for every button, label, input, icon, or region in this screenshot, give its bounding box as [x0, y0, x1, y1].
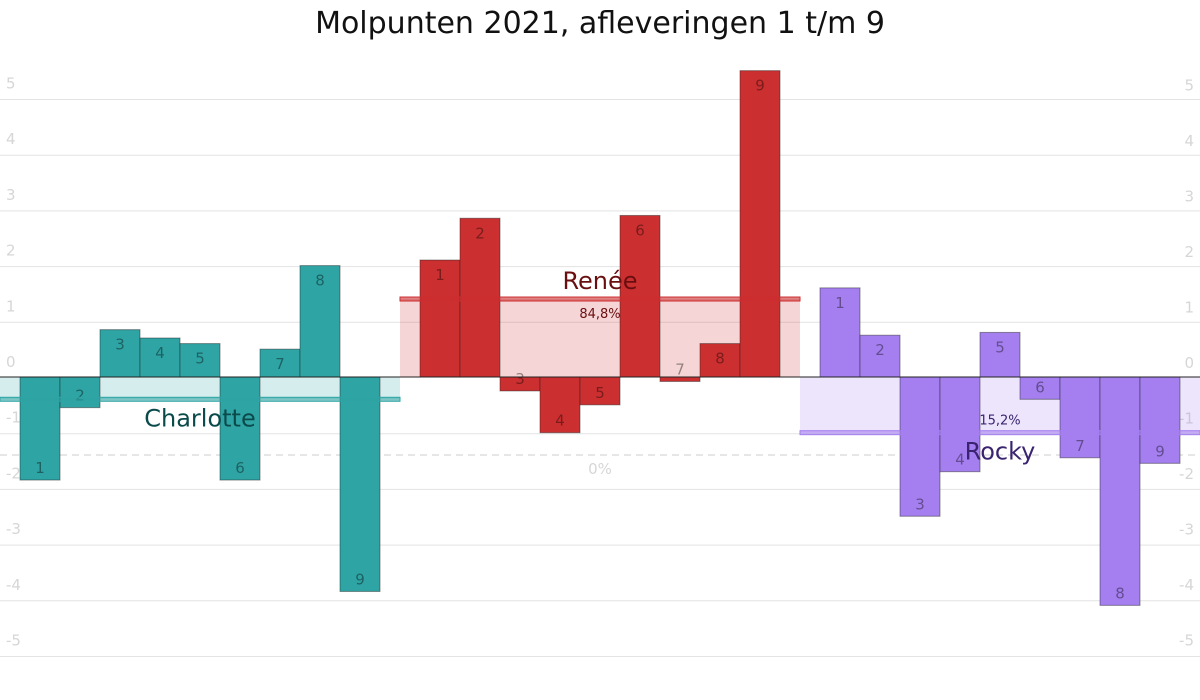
candidate-name: Renée: [562, 267, 637, 295]
right-tick-label: -1: [1179, 410, 1194, 428]
candidate-group-charlotte: 1 2 3 4 5 6 7 8 9 Charlotte: [0, 265, 401, 592]
bar-label: 8: [1115, 584, 1125, 602]
left-tick-label: 4: [6, 130, 16, 148]
right-axis: 5 4 3 2 1 0 -1 -2 -3 -4 -5: [1179, 77, 1194, 650]
candidate-group-rene: 1 2 3 4 5 6 7 8 9 Renée 84,8%: [399, 70, 801, 434]
candidate-group-rocky: 1 2 3 4 5 6 7 8 9 Rocky 15,2%: [799, 287, 1200, 606]
mean-line: [799, 430, 1200, 436]
bar: [579, 376, 621, 406]
baseline-percent-label: 0%: [588, 460, 612, 478]
bar-label: 1: [35, 459, 45, 477]
bar: [819, 287, 861, 378]
bar-label: 8: [715, 350, 725, 368]
bar-label: 4: [955, 451, 965, 469]
left-axis: 5 4 3 2 1 0 -1 -2 -3 -4 -5: [6, 75, 21, 650]
bar-label: 9: [1155, 442, 1165, 460]
candidate-groups: 1 2 3 4 5 6 7 8 9 Charlotte 1 2 3 4 5 6 7 8 9 Renée 84,8% 1 2 3…: [0, 70, 1200, 606]
left-tick-label: -5: [6, 632, 21, 650]
mean-line: [0, 396, 401, 402]
bar-label: 5: [195, 350, 205, 368]
bar: [99, 329, 141, 378]
candidate-name: Charlotte: [144, 404, 255, 432]
bar: [1139, 376, 1181, 464]
bar-label: 2: [75, 387, 85, 405]
bar-label: 7: [275, 355, 285, 373]
bar: [539, 376, 581, 434]
bar: [339, 376, 381, 592]
bar: [179, 343, 221, 378]
bar: [699, 343, 741, 378]
left-tick-label: 0: [6, 353, 16, 371]
bar: [739, 70, 781, 378]
right-tick-label: -5: [1179, 632, 1194, 650]
candidate-percentage: 84,8%: [579, 307, 620, 322]
bar: [859, 334, 901, 378]
bar-label: 5: [995, 338, 1005, 356]
bar-label: 8: [315, 272, 325, 290]
left-tick-label: -4: [6, 576, 21, 594]
bar: [939, 376, 981, 473]
right-tick-label: -4: [1179, 576, 1194, 594]
bar-label: 9: [755, 77, 765, 95]
bar-label: 5: [595, 384, 605, 402]
bar: [619, 214, 661, 378]
bar-label: 9: [355, 570, 365, 588]
mean-line: [399, 296, 801, 302]
left-tick-label: -3: [6, 520, 21, 538]
right-tick-label: 3: [1184, 188, 1194, 206]
bar: [19, 376, 61, 481]
right-tick-label: 2: [1184, 243, 1194, 261]
bar-label: 2: [875, 341, 885, 359]
bar-label: 6: [1035, 378, 1045, 396]
bar-label: 4: [155, 344, 165, 362]
bar-label: 3: [915, 495, 925, 513]
bar-label: 7: [1075, 437, 1085, 455]
candidate-name: Rocky: [965, 438, 1036, 466]
bar-label: 2: [475, 224, 485, 242]
bar-label: 4: [555, 412, 565, 430]
bar-label: 1: [835, 294, 845, 312]
left-tick-label: 3: [6, 186, 16, 204]
gridlines: [0, 99, 1200, 657]
right-tick-label: 4: [1184, 132, 1194, 150]
left-tick-label: 5: [6, 75, 16, 93]
bar: [59, 376, 101, 409]
right-tick-label: 1: [1184, 299, 1194, 317]
right-tick-label: -2: [1179, 465, 1194, 483]
bar: [1099, 376, 1141, 606]
left-tick-label: 2: [6, 242, 16, 260]
left-tick-label: 1: [6, 297, 16, 315]
bar: [219, 376, 261, 481]
bar: [299, 265, 341, 378]
bar-label: 3: [515, 370, 525, 388]
bar-label: 6: [235, 459, 245, 477]
right-tick-label: 5: [1184, 77, 1194, 95]
bar-label: 6: [635, 221, 645, 239]
bar-label: 3: [115, 336, 125, 354]
right-tick-label: 0: [1184, 354, 1194, 372]
bar: [259, 348, 301, 378]
left-tick-label: -1: [6, 409, 21, 427]
right-tick-label: -3: [1179, 521, 1194, 539]
candidate-percentage: 15,2%: [979, 414, 1020, 429]
chart-title: Molpunten 2021, afleveringen 1 t/m 9: [315, 6, 885, 41]
bar: [419, 259, 461, 378]
bar-label: 7: [675, 360, 685, 378]
left-tick-label: -2: [6, 464, 21, 482]
bar-label: 1: [435, 266, 445, 284]
bar: [979, 331, 1021, 378]
